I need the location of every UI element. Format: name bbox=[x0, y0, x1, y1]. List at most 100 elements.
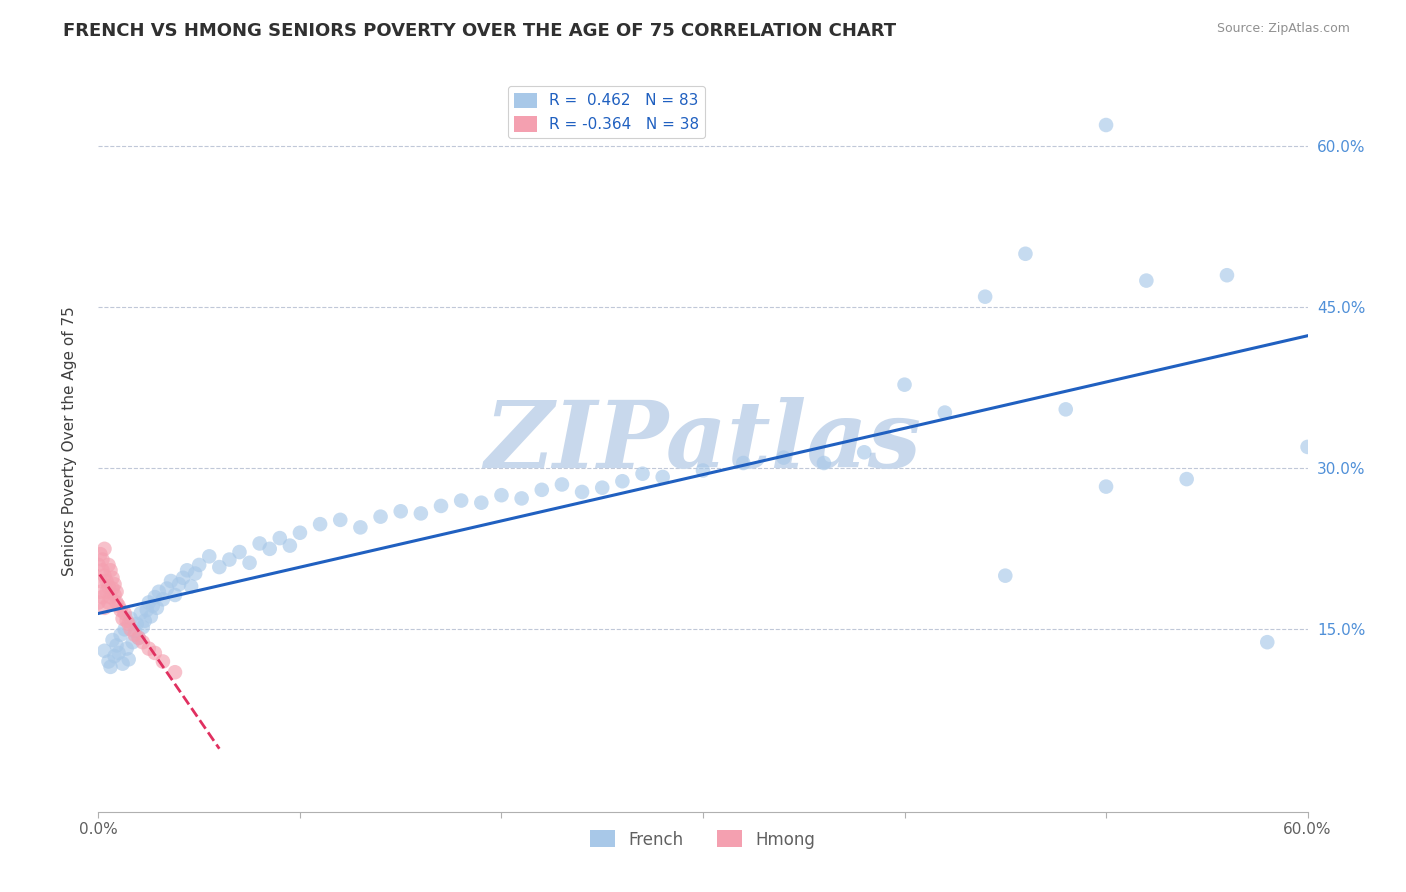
Point bbox=[733, 456, 755, 470]
Point bbox=[160, 574, 183, 588]
Point bbox=[163, 588, 186, 602]
Point bbox=[96, 574, 118, 588]
Point bbox=[893, 377, 915, 392]
Point bbox=[1054, 402, 1077, 417]
Point bbox=[208, 560, 231, 574]
Point bbox=[100, 590, 122, 604]
Point bbox=[129, 606, 152, 620]
Point bbox=[259, 541, 281, 556]
Point bbox=[470, 496, 492, 510]
Point bbox=[118, 616, 141, 631]
Point bbox=[163, 665, 186, 680]
Point bbox=[118, 652, 141, 666]
Point bbox=[218, 552, 240, 566]
Legend: French, Hmong: French, Hmong bbox=[583, 823, 823, 855]
Point bbox=[125, 616, 148, 631]
Point bbox=[994, 568, 1017, 582]
Point bbox=[510, 491, 533, 506]
Point bbox=[89, 584, 111, 599]
Point bbox=[135, 603, 157, 617]
Point bbox=[139, 609, 162, 624]
Point bbox=[110, 603, 132, 617]
Point bbox=[124, 628, 146, 642]
Point bbox=[134, 614, 156, 628]
Point bbox=[450, 493, 472, 508]
Point bbox=[107, 599, 129, 613]
Point bbox=[100, 660, 122, 674]
Point bbox=[389, 504, 412, 518]
Point bbox=[269, 531, 291, 545]
Point bbox=[93, 541, 115, 556]
Point bbox=[651, 470, 673, 484]
Point bbox=[974, 290, 997, 304]
Text: FRENCH VS HMONG SENIORS POVERTY OVER THE AGE OF 75 CORRELATION CHART: FRENCH VS HMONG SENIORS POVERTY OVER THE… bbox=[63, 22, 897, 40]
Point bbox=[180, 579, 202, 593]
Point bbox=[87, 558, 110, 572]
Point bbox=[96, 584, 118, 599]
Point bbox=[176, 563, 198, 577]
Point bbox=[612, 475, 634, 489]
Point bbox=[97, 595, 120, 609]
Point bbox=[138, 641, 160, 656]
Point bbox=[110, 628, 132, 642]
Point bbox=[97, 558, 120, 572]
Point bbox=[93, 644, 115, 658]
Text: Source: ZipAtlas.com: Source: ZipAtlas.com bbox=[1216, 22, 1350, 36]
Point bbox=[115, 641, 138, 656]
Point bbox=[370, 509, 392, 524]
Point bbox=[132, 620, 155, 634]
Point bbox=[87, 595, 110, 609]
Point bbox=[1296, 440, 1319, 454]
Point bbox=[89, 574, 111, 588]
Y-axis label: Seniors Poverty Over the Age of 75: Seniors Poverty Over the Age of 75 bbox=[62, 307, 77, 576]
Point bbox=[121, 635, 143, 649]
Point bbox=[114, 623, 136, 637]
Point bbox=[132, 635, 155, 649]
Point bbox=[101, 571, 124, 585]
Point bbox=[124, 624, 146, 639]
Point bbox=[1175, 472, 1198, 486]
Point bbox=[772, 450, 794, 465]
Point bbox=[491, 488, 513, 502]
Point bbox=[138, 595, 160, 609]
Point bbox=[143, 646, 166, 660]
Point bbox=[143, 590, 166, 604]
Point bbox=[91, 590, 114, 604]
Point bbox=[1256, 635, 1278, 649]
Point bbox=[349, 520, 371, 534]
Point bbox=[120, 611, 142, 625]
Point bbox=[1216, 268, 1239, 283]
Point bbox=[120, 623, 142, 637]
Point bbox=[115, 614, 138, 628]
Point bbox=[91, 563, 114, 577]
Point bbox=[100, 563, 122, 577]
Point bbox=[631, 467, 654, 481]
Point bbox=[591, 481, 613, 495]
Point bbox=[530, 483, 553, 497]
Point bbox=[571, 485, 593, 500]
Point bbox=[228, 545, 250, 559]
Point bbox=[172, 571, 194, 585]
Point bbox=[692, 463, 714, 477]
Point bbox=[107, 646, 129, 660]
Point bbox=[1014, 246, 1036, 260]
Point bbox=[111, 657, 134, 671]
Point bbox=[329, 513, 352, 527]
Point bbox=[156, 582, 179, 596]
Point bbox=[101, 633, 124, 648]
Point bbox=[934, 406, 956, 420]
Point bbox=[105, 639, 128, 653]
Point bbox=[1095, 118, 1118, 132]
Point bbox=[103, 577, 125, 591]
Point bbox=[128, 631, 150, 645]
Point bbox=[551, 477, 574, 491]
Point bbox=[198, 549, 221, 564]
Point bbox=[249, 536, 271, 550]
Point bbox=[184, 566, 207, 581]
Point bbox=[152, 592, 174, 607]
Point bbox=[103, 588, 125, 602]
Point bbox=[105, 595, 128, 609]
Point bbox=[853, 445, 876, 459]
Point bbox=[1135, 274, 1157, 288]
Point bbox=[148, 584, 170, 599]
